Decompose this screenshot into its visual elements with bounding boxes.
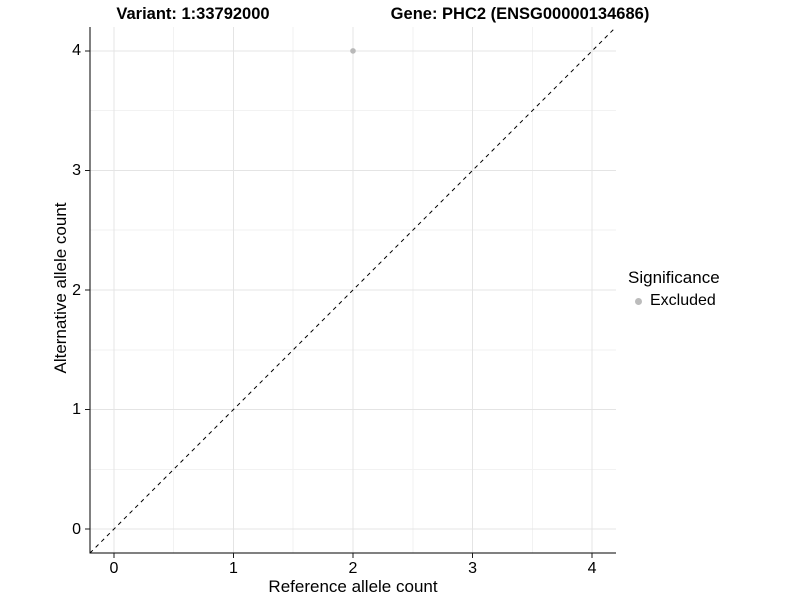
y-tick-label: 0 (72, 520, 81, 538)
excluded-point-icon (634, 297, 642, 305)
x-axis-title: Reference allele count (268, 577, 438, 596)
x-tick-label: 4 (587, 560, 597, 577)
legend-key (628, 292, 648, 310)
x-tick-label: 1 (229, 560, 238, 577)
y-tick-label: 3 (72, 161, 81, 179)
y-tick-label: 1 (72, 401, 81, 419)
legend-title: Significance (628, 268, 720, 287)
y-tick-label: 2 (72, 281, 81, 299)
legend-item-label: Excluded (650, 292, 716, 309)
legend: Significance Excluded (628, 268, 720, 310)
data-point (350, 48, 356, 54)
legend-item-excluded: Excluded (628, 292, 720, 310)
identity-dashed-line (89, 26, 617, 554)
x-tick-label: 3 (468, 560, 477, 577)
x-tick-label: 0 (109, 560, 119, 577)
plot-title-gene: Gene: PHC2 (ENSG00000134686) (390, 5, 650, 23)
plot-title-variant: Variant: 1:33792000 (116, 5, 270, 23)
x-tick-label: 2 (348, 560, 358, 577)
y-tick-label: 4 (72, 42, 81, 60)
